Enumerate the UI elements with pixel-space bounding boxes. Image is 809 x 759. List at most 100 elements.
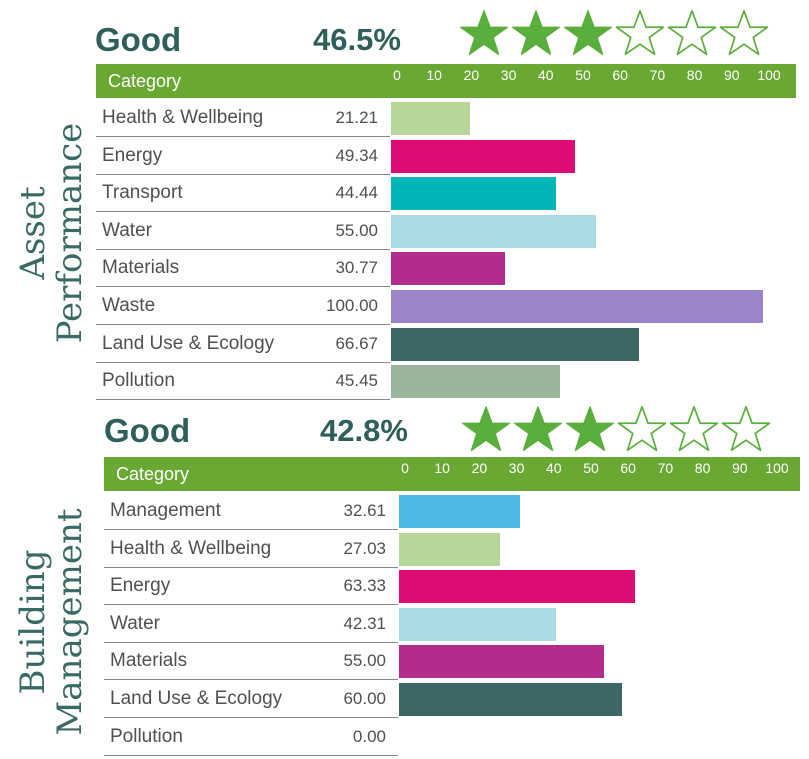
bar [391, 102, 470, 135]
category-label: Energy [110, 575, 171, 597]
table-row: Management 32.61 [104, 493, 398, 530]
star-filled-icon [563, 10, 613, 55]
category-label: Transport [102, 182, 183, 204]
x-tick-label: 100 [765, 460, 789, 476]
bar [391, 139, 575, 173]
x-tick-label: 90 [732, 460, 748, 476]
category-label: Water [102, 219, 152, 241]
star-filled-icon [511, 10, 561, 55]
bar [399, 607, 557, 641]
x-tick-label: 10 [426, 67, 442, 83]
table-row: Transport 44.44 [96, 175, 390, 213]
value-label: 27.03 [343, 538, 386, 558]
category-label: Land Use & Ecology [110, 688, 283, 709]
value-label: 60.00 [343, 689, 386, 708]
x-tick-label: 20 [463, 67, 480, 83]
star-filled-icon [459, 10, 509, 55]
bar [399, 532, 500, 566]
x-tick-label: 40 [538, 67, 554, 83]
table-row: Water 42.31 [104, 606, 398, 643]
value-label: 32.61 [343, 501, 386, 520]
value-label: 100.00 [326, 296, 378, 315]
value-label: 66.67 [335, 333, 378, 353]
x-tick-label: 50 [583, 460, 599, 476]
value-label: 0.00 [352, 726, 386, 746]
table-row: Health & Wellbeing 27.03 [104, 531, 398, 568]
bar [399, 683, 623, 716]
table-row: Pollution 45.45 [96, 363, 390, 401]
star-outline-icon [617, 406, 667, 452]
table-row: Health & Wellbeing 21.21 [96, 100, 390, 137]
table-row: Waste 100.00 [96, 288, 390, 325]
x-tick-label: 50 [575, 67, 591, 83]
category-label: Health & Wellbeing [102, 107, 264, 128]
table-row: Pollution 0.00 [104, 719, 398, 756]
x-tick-label: 70 [649, 67, 666, 83]
category-label: Materials [110, 650, 188, 672]
bar [391, 290, 763, 323]
star-outline-icon [721, 406, 771, 452]
chart-title: Asset Performance [13, 122, 90, 344]
x-tick-label: 80 [694, 460, 711, 476]
category-header: Category 0 10 20 30 40 50 60 70 80 90 100 [104, 457, 800, 491]
x-tick-label: 90 [724, 67, 740, 83]
rating-label: Good [104, 412, 191, 449]
star-rating [460, 404, 772, 454]
x-tick-label: 40 [546, 460, 562, 476]
bar [391, 177, 557, 211]
bar [399, 570, 635, 604]
x-tick-label: 10 [434, 460, 450, 476]
table-row: Energy 49.34 [96, 138, 390, 175]
value-label: 44.44 [335, 183, 378, 203]
bar [391, 252, 506, 286]
x-tick-label: 60 [620, 460, 636, 476]
star-filled-icon [513, 406, 563, 451]
table-row: Energy 63.33 [104, 568, 398, 606]
category-label: Energy [102, 144, 163, 166]
x-tick-label: 30 [508, 460, 525, 476]
bar [399, 645, 604, 679]
star-filled-icon [565, 406, 615, 451]
table-row: Land Use & Ecology 60.00 [104, 681, 398, 718]
category-header-label: Category [116, 464, 190, 484]
value-label: 42.31 [343, 613, 386, 633]
star-outline-icon [667, 10, 717, 56]
building-management-panel: Building Management Good 42.8% Category 0 10 20… [0, 402, 809, 759]
x-tick-label: 0 [393, 67, 401, 83]
table-row: Materials 30.77 [96, 250, 390, 288]
bar [391, 327, 639, 361]
bar [391, 214, 596, 248]
value-label: 30.77 [335, 258, 378, 278]
category-label: Management [110, 500, 221, 521]
star-filled-icon [461, 406, 511, 451]
value-label: 21.21 [335, 108, 378, 127]
score-percent: 42.8% [320, 413, 408, 448]
x-tick-label: 80 [686, 67, 703, 83]
category-label: Health & Wellbeing [110, 537, 272, 559]
table-row: Materials 55.00 [104, 643, 398, 681]
bar [391, 365, 561, 399]
star-outline-icon [669, 406, 719, 452]
table-row: Land Use & Ecology 66.67 [96, 326, 390, 363]
chart-title: Building Management [13, 508, 90, 736]
value-label: 55.00 [335, 220, 378, 240]
category-header: Category 0 10 20 30 40 50 60 70 80 90 100 [96, 64, 796, 98]
value-label: 55.00 [343, 651, 386, 671]
x-tick-label: 60 [612, 67, 628, 83]
star-outline-icon [719, 10, 769, 56]
star-rating [458, 8, 770, 58]
x-tick-label: 70 [657, 460, 674, 476]
value-label: 49.34 [335, 145, 378, 165]
value-label: 63.33 [343, 576, 386, 596]
category-label: Waste [102, 295, 156, 316]
value-label: 45.45 [335, 371, 378, 391]
x-tick-label: 0 [401, 460, 409, 476]
score-percent: 46.5% [313, 22, 401, 57]
table-row: Water 55.00 [96, 213, 390, 250]
bar [399, 495, 521, 528]
x-tick-label: 20 [471, 460, 488, 476]
x-tick-label: 30 [500, 67, 517, 83]
x-tick-label: 100 [757, 67, 781, 83]
category-label: Pollution [110, 725, 183, 747]
category-header-label: Category [108, 71, 182, 91]
